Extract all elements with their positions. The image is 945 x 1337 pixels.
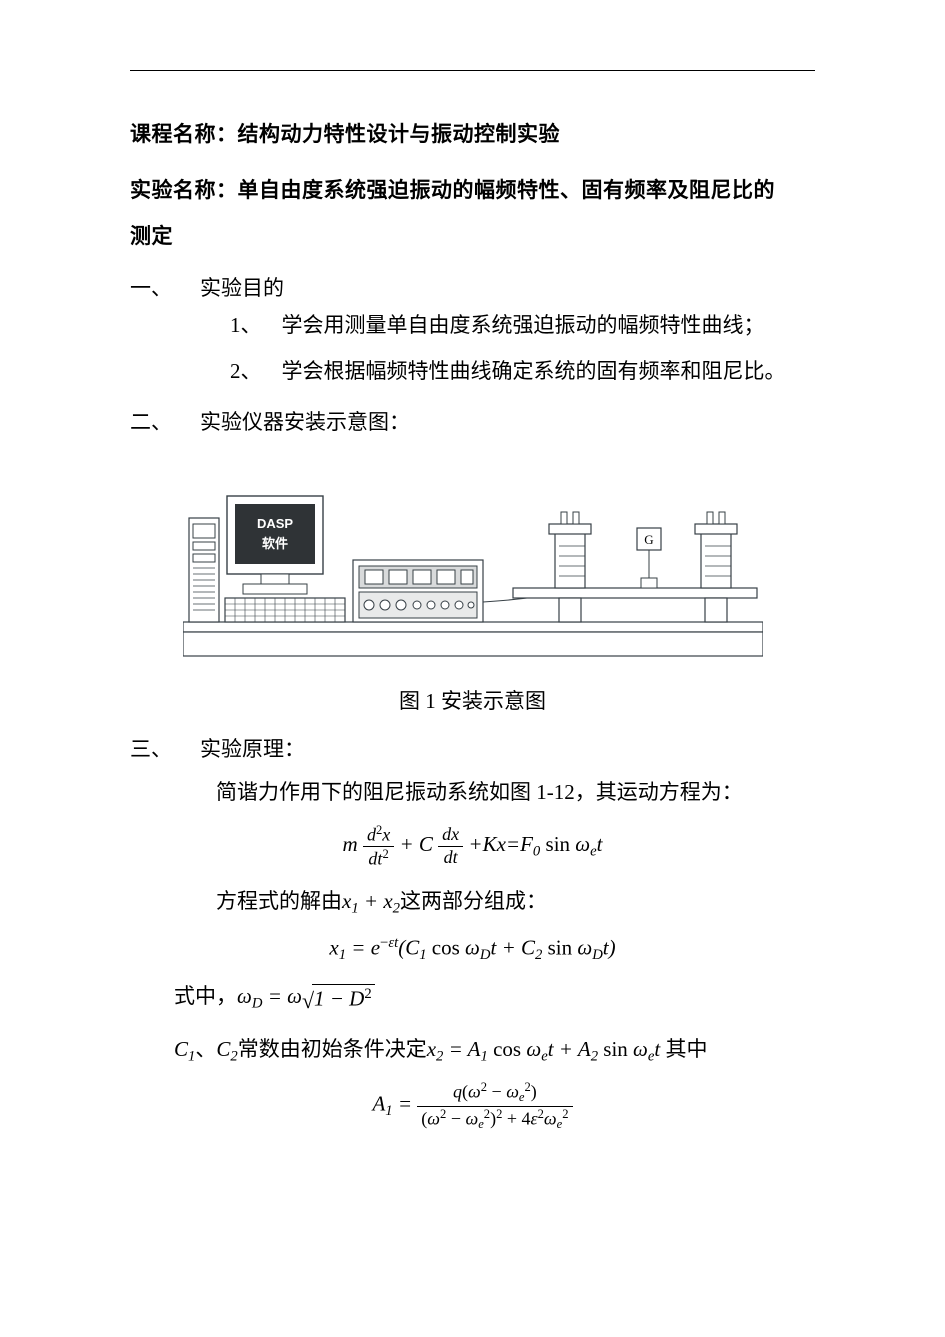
p1-text: 简谐力作用下的阻尼振动系统如图 1-12，其运动方程为：	[216, 780, 743, 804]
figure-1-caption: 图 1 安装示意图	[183, 685, 763, 715]
section-3-title: 实验原理：	[200, 733, 305, 763]
page: 课程名称：结构动力特性设计与振动控制实验 实验名称：单自由度系统强迫振动的幅频特…	[0, 0, 945, 1190]
item-text: 学会根据幅频特性曲线确定系统的固有频率和阻尼比。	[282, 348, 786, 394]
course-line: 课程名称：结构动力特性设计与振动控制实验	[130, 111, 815, 157]
section-2: 二、 实验仪器安装示意图：	[130, 406, 815, 436]
section-1-num: 一、	[130, 272, 182, 302]
item-num: 1、	[230, 302, 262, 348]
section-2-title: 实验仪器安装示意图：	[200, 406, 410, 436]
experiment-name-line2: 测定	[130, 213, 815, 259]
section-1-title: 实验目的	[200, 272, 284, 302]
dasp-label-1: DASP	[256, 516, 292, 531]
p2a: 方程式的解由	[216, 889, 342, 913]
exp-label: 实验名称：	[130, 178, 238, 202]
section-3-p2: 方程式的解由x1 + x2这两部分组成：	[174, 878, 815, 925]
section-3: 三、 实验原理：	[130, 733, 815, 763]
dasp-label-2: 软件	[261, 536, 287, 551]
section-1-item-2: 2、 学会根据幅频特性曲线确定系统的固有频率和阻尼比。	[230, 348, 815, 394]
exp-name-1: 单自由度系统强迫振动的幅频特性、固有频率及阻尼比的	[238, 178, 776, 202]
item-text: 学会用测量单自由度系统强迫振动的幅频特性曲线；	[282, 302, 765, 348]
item-num: 2、	[230, 348, 262, 394]
course-label: 课程名称：	[130, 122, 238, 146]
equation-2: x1 = e−εt(C1 cos ωDt + C2 sin ωDt)	[130, 933, 815, 965]
course-name: 结构动力特性设计与振动控制实验	[238, 122, 561, 146]
section-1-item-1: 1、 学会用测量单自由度系统强迫振动的幅频特性曲线；	[230, 302, 815, 348]
p2b: 这两部分组成：	[400, 889, 547, 913]
experiment-name-line1: 实验名称：单自由度系统强迫振动的幅频特性、固有频率及阻尼比的	[130, 167, 815, 213]
section-2-num: 二、	[130, 406, 182, 436]
p3a: 式中，	[174, 984, 237, 1008]
section-3-p3: 式中，ωD = ω√1 − D2	[174, 973, 815, 1020]
equation-1: m d2xdt2 + C dxdt +Kx=F0 sin ωet	[130, 823, 815, 870]
p4c: 其中	[660, 1037, 707, 1061]
section-3-num: 三、	[130, 733, 182, 763]
section-1: 一、 实验目的	[130, 272, 815, 302]
top-rule	[130, 70, 815, 71]
equation-3: A1 = q(ω2 − ωe2) (ω2 − ωe2)2 + 4ε2ωe2	[130, 1080, 815, 1131]
figure-1: DASP 软件	[183, 472, 763, 715]
g-label: G	[644, 532, 653, 547]
section-3-p1: 简谐力作用下的阻尼振动系统如图 1-12，其运动方程为：	[174, 769, 815, 815]
apparatus-diagram: DASP 软件	[183, 472, 763, 668]
section-3-p4: C1、C2常数由初始条件决定x2 = A1 cos ωet + A2 sin ω…	[174, 1026, 815, 1073]
